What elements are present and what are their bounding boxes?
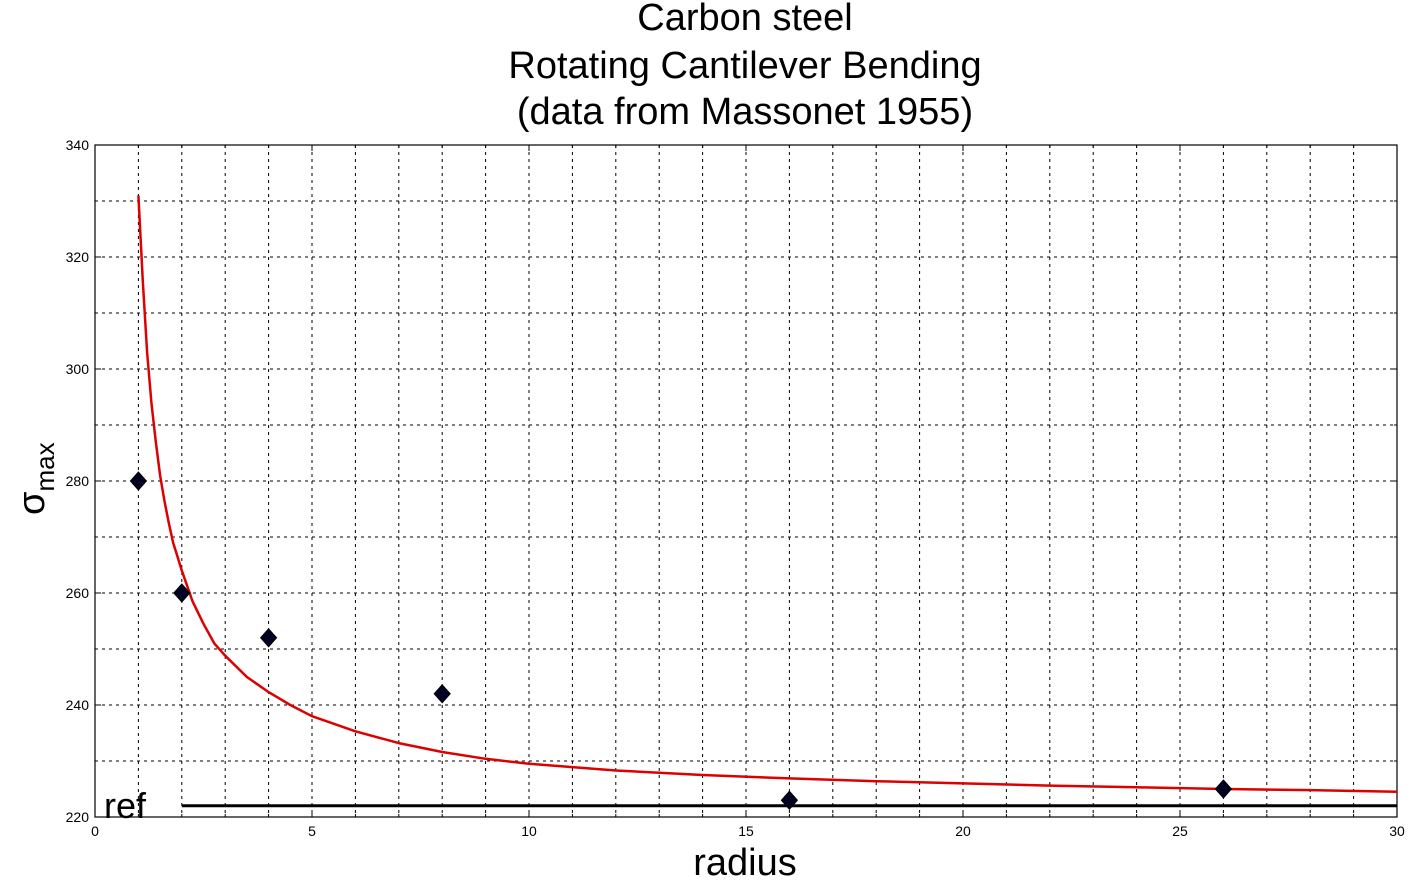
y-axis-label-sub: max	[30, 442, 60, 491]
data-point-marker	[259, 628, 278, 648]
y-tick-label: 260	[66, 585, 90, 601]
x-tick-label: 15	[738, 823, 754, 839]
data-point-marker	[1214, 779, 1233, 799]
y-tick-label: 280	[66, 473, 90, 489]
x-tick-label: 20	[955, 823, 971, 839]
series	[129, 195, 1398, 810]
y-axis-label: σmax	[11, 442, 60, 515]
x-tick-label: 25	[1172, 823, 1188, 839]
y-tick-label: 220	[66, 809, 90, 825]
chart-title-line-1: Carbon steel	[637, 0, 852, 39]
data-point-marker	[129, 471, 148, 491]
data-point-marker	[780, 790, 799, 810]
data-point-marker	[173, 583, 191, 603]
y-tick-label: 240	[66, 697, 90, 713]
svg-text:σmax: σmax	[11, 442, 60, 515]
chart-title-line-3: (data from Massonet 1955)	[517, 91, 973, 133]
tick-labels: 0 5 10 15 20 25 30 220 240 260 280 300 320 340	[66, 137, 1405, 839]
y-tick-label: 300	[66, 361, 90, 377]
x-tick-label: 10	[521, 823, 537, 839]
chart-title-line-2: Rotating Cantilever Bending	[508, 45, 981, 87]
y-tick-label: 340	[66, 137, 90, 153]
y-tick-label: 320	[66, 249, 90, 265]
ref-label: ref	[104, 785, 147, 826]
x-tick-label: 0	[91, 823, 99, 839]
x-axis-label: radius	[693, 842, 797, 881]
y-axis-label-main: σ	[11, 492, 53, 515]
fit-curve-line	[137, 195, 1398, 794]
x-tick-label: 30	[1389, 823, 1405, 839]
x-tick-label: 5	[308, 823, 316, 839]
data-point-marker	[433, 684, 451, 704]
grid	[95, 145, 1397, 817]
axes	[94, 144, 1398, 818]
